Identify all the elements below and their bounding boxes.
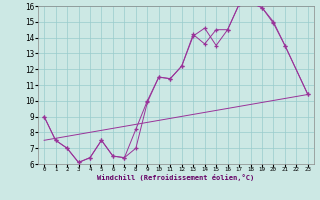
X-axis label: Windchill (Refroidissement éolien,°C): Windchill (Refroidissement éolien,°C) xyxy=(97,174,255,181)
